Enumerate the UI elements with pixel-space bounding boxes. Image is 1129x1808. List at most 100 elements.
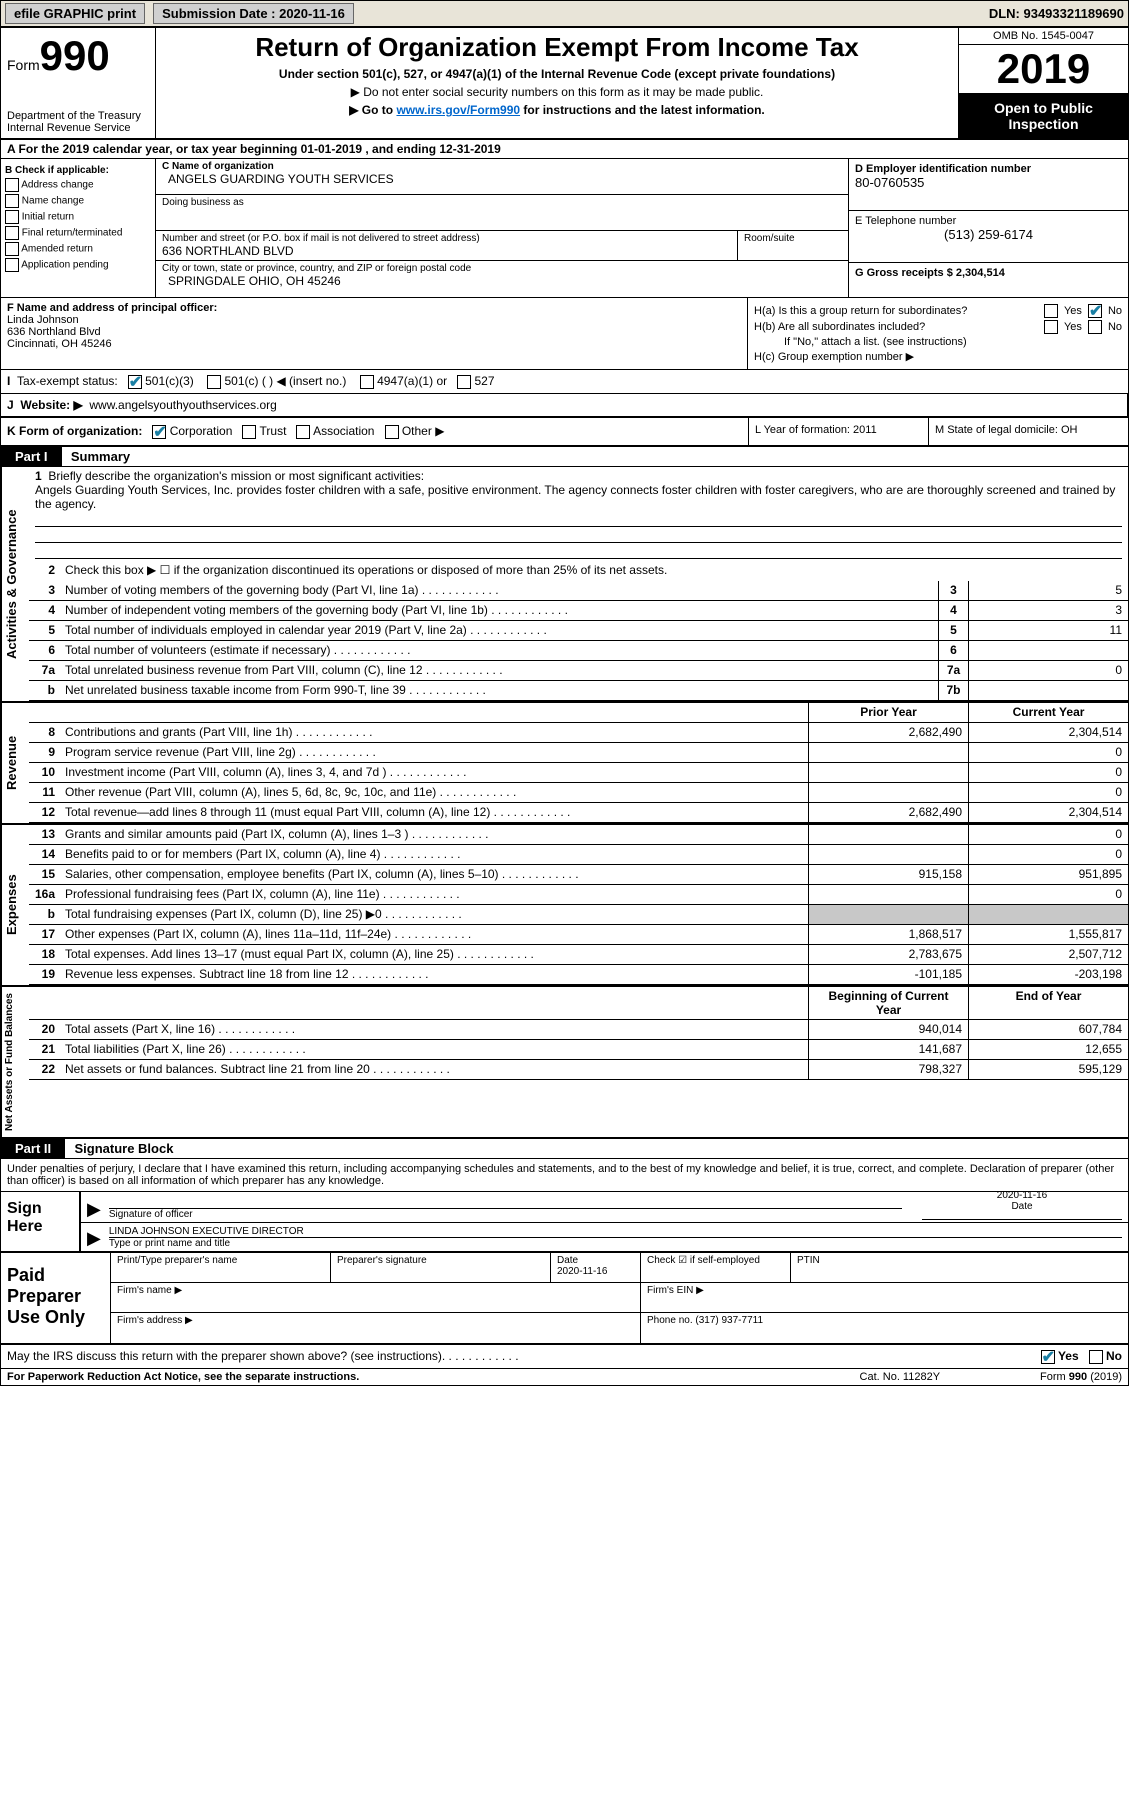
discuss-no-checkbox[interactable] [1089,1350,1103,1364]
ha-yes-checkbox[interactable] [1044,304,1058,318]
form-ref: Form 990 (2019) [1040,1371,1122,1383]
discuss-yes-checkbox[interactable] [1041,1350,1055,1364]
firm-name-label: Firm's name ▶ [111,1283,641,1312]
arrow-icon: ▶ [87,1228,101,1249]
revenue-line: 8Contributions and grants (Part VIII, li… [29,723,1128,743]
summary-line: 3Number of voting members of the governi… [29,581,1128,601]
type-name-label: Type or print name and title [109,1238,230,1249]
org-name: ANGELS GUARDING YOUTH SERVICES [168,172,842,186]
org-assoc-checkbox[interactable] [296,425,310,439]
efile-print-button[interactable]: efile GRAPHIC print [5,3,145,24]
hb-label: H(b) Are all subordinates included? [754,321,1038,333]
summary-line: 6Total number of volunteers (estimate if… [29,641,1128,661]
sig-date-label: Date [1011,1201,1032,1212]
hb-no-checkbox[interactable] [1088,320,1102,334]
form-note-link: ▶ Go to www.irs.gov/Form990 for instruct… [164,103,950,117]
address-label: Number and street (or P.O. box if mail i… [162,233,731,244]
tax-year: 2019 [959,45,1128,94]
phone-value: (513) 259-6174 [855,227,1122,242]
omb-number: OMB No. 1545-0047 [959,28,1128,45]
pra-notice: For Paperwork Reduction Act Notice, see … [7,1371,359,1383]
checkbox-name-change[interactable]: Name change [5,194,151,208]
submission-date-button[interactable]: Submission Date : 2020-11-16 [153,3,354,24]
mission-text: Angels Guarding Youth Services, Inc. pro… [35,483,1115,511]
header-right: OMB No. 1545-0047 2019 Open to Public In… [958,28,1128,138]
form-page: Form990 Department of the Treasury Inter… [0,27,1129,1386]
org-corp-checkbox[interactable] [152,425,166,439]
revenue-line: 9Program service revenue (Part VIII, lin… [29,743,1128,763]
checkbox-initial-return[interactable]: Initial return [5,210,151,224]
form-note-ssn: ▶ Do not enter social security numbers o… [164,85,950,99]
part1-header-row: Part I Summary [1,447,1128,467]
revenue-line: 11Other revenue (Part VIII, column (A), … [29,783,1128,803]
col-d: D Employer identification number 80-0760… [848,159,1128,297]
col-f-officer: F Name and address of principal officer:… [1,298,748,369]
row-j: J Website: ▶ www.angelsyouthyouthservice… [1,394,1128,418]
hb-note: If "No," attach a list. (see instruction… [754,336,1122,348]
room-suite-label: Room/suite [738,231,848,260]
row-k: K Form of organization: Corporation Trus… [1,418,1128,447]
end-year-header: End of Year [968,987,1128,1019]
part2-title: Signature Block [74,1141,173,1156]
dln-label: DLN: 93493321189690 [989,6,1124,21]
ha-no-checkbox[interactable] [1088,304,1102,318]
checkbox-address-change[interactable]: Address change [5,178,151,192]
website-value: www.angelsyouthyouthservices.org [89,398,276,412]
prep-sig-label: Preparer's signature [331,1253,551,1282]
prep-date: 2020-11-16 [557,1266,607,1277]
section-b-through-g: B Check if applicable: Address change Na… [1,159,1128,298]
net-assets-line: 20Total assets (Part X, line 16)940,0146… [29,1020,1128,1040]
status-527-checkbox[interactable] [457,375,471,389]
firm-phone: Phone no. (317) 937-7711 [641,1313,1128,1343]
address-value: 636 NORTHLAND BLVD [162,244,731,258]
form-subtitle: Under section 501(c), 527, or 4947(a)(1)… [164,67,950,81]
status-501c3-checkbox[interactable] [128,375,142,389]
self-employed-check[interactable]: Check ☑ if self-employed [641,1253,791,1282]
checkbox-amended-return[interactable]: Amended return [5,242,151,256]
sig-date-value: 2020-11-16 [922,1190,1122,1201]
prior-year-header: Prior Year [808,703,968,722]
expense-line: bTotal fundraising expenses (Part IX, co… [29,905,1128,925]
dept-label: Department of the Treasury Internal Reve… [7,110,149,134]
prep-name-label: Print/Type preparer's name [111,1253,331,1282]
org-other-checkbox[interactable] [385,425,399,439]
part1-title: Summary [71,449,130,464]
checkbox-application-pending[interactable]: Application pending [5,258,151,272]
header-left: Form990 Department of the Treasury Inter… [1,28,156,138]
revenue-section: Revenue Prior Year Current Year 8Contrib… [1,703,1128,825]
discuss-label: May the IRS discuss this return with the… [7,1349,442,1363]
hb-yes-checkbox[interactable] [1044,320,1058,334]
net-assets-line: 22Net assets or fund balances. Subtract … [29,1060,1128,1080]
sign-here-block: Sign Here ▶ Signature of officer 2020-11… [1,1191,1128,1251]
col-b-checkboxes: B Check if applicable: Address change Na… [1,159,156,297]
status-501c-checkbox[interactable] [207,375,221,389]
officer-name-title: LINDA JOHNSON EXECUTIVE DIRECTOR [109,1226,1122,1238]
firm-ein-label: Firm's EIN ▶ [641,1283,1128,1312]
revenue-line: 10Investment income (Part VIII, column (… [29,763,1128,783]
activities-governance-section: Activities & Governance 1 Briefly descri… [1,467,1128,703]
paid-preparer-block: Paid Preparer Use Only Print/Type prepar… [1,1251,1128,1345]
expense-line: 19Revenue less expenses. Subtract line 1… [29,965,1128,985]
sig-officer-label: Signature of officer [109,1209,193,1220]
row-a-period: A For the 2019 calendar year, or tax yea… [1,140,1128,159]
part2-header-row: Part II Signature Block [1,1139,1128,1159]
status-4947-checkbox[interactable] [360,375,374,389]
gross-receipts: G Gross receipts $ 2,304,514 [849,263,1128,283]
row-f-h: F Name and address of principal officer:… [1,298,1128,370]
officer-label: F Name and address of principal officer: [7,302,741,314]
irs-discuss-row: May the IRS discuss this return with the… [1,1345,1128,1368]
sign-here-label: Sign Here [1,1192,81,1251]
form-title: Return of Organization Exempt From Incom… [164,32,950,63]
checkbox-final-return[interactable]: Final return/terminated [5,226,151,240]
col-c: C Name of organization ANGELS GUARDING Y… [156,159,848,297]
org-trust-checkbox[interactable] [242,425,256,439]
summary-line: 4Number of independent voting members of… [29,601,1128,621]
expense-line: 13Grants and similar amounts paid (Part … [29,825,1128,845]
org-name-label: C Name of organization [162,161,842,172]
beginning-year-header: Beginning of Current Year [808,987,968,1019]
expense-line: 17Other expenses (Part IX, column (A), l… [29,925,1128,945]
irs-link[interactable]: www.irs.gov/Form990 [396,103,520,117]
city-label: City or town, state or province, country… [162,263,842,274]
summary-line: bNet unrelated business taxable income f… [29,681,1128,701]
perjury-declaration: Under penalties of perjury, I declare th… [1,1159,1128,1191]
